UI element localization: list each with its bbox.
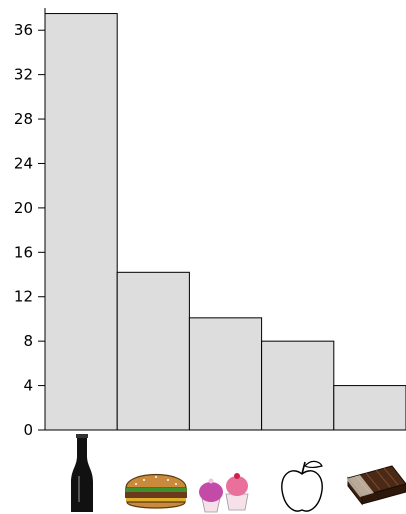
bar-apple xyxy=(261,340,335,431)
y-tick-label: 8 xyxy=(23,332,33,350)
bar-chocolate-bar xyxy=(333,385,406,431)
y-tick-label: 16 xyxy=(14,243,33,261)
y-tick-label: 4 xyxy=(23,377,33,395)
category-icons xyxy=(71,434,406,513)
y-tick-label: 20 xyxy=(14,199,33,217)
y-tick-label: 12 xyxy=(14,288,33,306)
bars-group xyxy=(44,13,406,431)
y-axis: 0 4 8 12 16 20 24 28 32 36 xyxy=(14,8,406,439)
y-tick-label: 36 xyxy=(14,21,33,39)
y-tick-label: 24 xyxy=(14,154,33,172)
y-tick-label: 0 xyxy=(23,421,33,439)
cupcakes-icon xyxy=(199,473,249,513)
soda-bottle-icon xyxy=(71,434,93,512)
bar-soda xyxy=(44,13,118,431)
apple-icon xyxy=(281,460,323,512)
chocolate-bar-icon xyxy=(346,465,406,506)
y-tick-label: 28 xyxy=(14,110,33,128)
y-tick-label: 32 xyxy=(14,66,33,84)
hamburger-icon xyxy=(125,473,187,509)
bar-cupcakes xyxy=(188,317,263,431)
bar-hamburger xyxy=(116,271,190,431)
